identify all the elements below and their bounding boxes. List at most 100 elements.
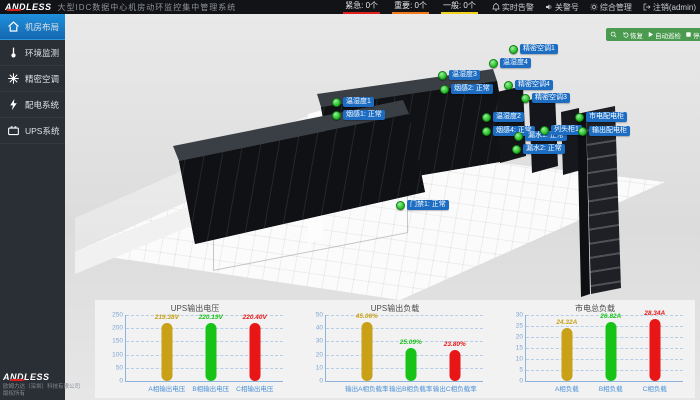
zoom-search-button[interactable] (610, 31, 618, 38)
bar-A相负载[interactable] (561, 327, 573, 381)
device-marker[interactable]: 温湿度1 (332, 97, 374, 107)
status-dot-icon (440, 84, 449, 94)
device-marker[interactable]: 漏水1: 正常 (514, 131, 567, 141)
gridline (126, 315, 283, 316)
device-marker[interactable]: 温湿度2 (482, 112, 524, 122)
charts-row: UPS输出电压 0 50 100 150 200 250 219.38V A相输出电压 220.1… (65, 300, 700, 400)
mute-alarm-button[interactable]: 关警号 (545, 2, 579, 13)
x-axis-label: C相输出电压 (236, 386, 274, 393)
y-tick-label: 50 (315, 311, 323, 319)
bar-B相输出电压[interactable] (205, 322, 217, 381)
sidebar-item-environment[interactable]: 环境监测 (0, 40, 65, 66)
device-marker[interactable]: 门禁1: 正常 (396, 200, 449, 210)
footer-logo: ANDLESS (3, 372, 50, 382)
device-marker-label: 温湿度2 (493, 112, 524, 122)
gridline (126, 328, 283, 330)
gridline (326, 354, 483, 356)
chart-title: UPS输出负载 (370, 304, 420, 313)
x-axis-label: B相输出电压 (192, 386, 230, 393)
x-axis-label: 输出A相负载率 (345, 386, 389, 393)
realtime-alarm-button[interactable]: 实时告警 (492, 2, 534, 13)
auto-patrol-button[interactable]: 自动巡检 (647, 30, 681, 40)
reset-view-button[interactable]: 恢复 (622, 30, 643, 40)
bar-输出B相负载率[interactable] (405, 347, 417, 381)
chart-title: 市电总负载 (575, 304, 615, 313)
alarm-badge-minor[interactable]: 一般: 0个 (440, 0, 478, 14)
device-marker[interactable]: 精密空调3 (521, 93, 570, 103)
play-icon (648, 31, 654, 38)
ups-cabinet-side (577, 112, 590, 297)
device-marker[interactable]: 精密空调1 (509, 44, 558, 54)
footer-copyright: 版权所有 (3, 391, 26, 397)
status-dot-icon (482, 112, 491, 122)
device-marker[interactable]: 温湿度3 (438, 70, 480, 80)
bar-输出C相负载率[interactable] (449, 349, 461, 381)
bar-C相负载[interactable] (649, 318, 661, 381)
gridline (326, 367, 483, 369)
status-dot-icon (578, 126, 587, 136)
sidebar-item-room-layout[interactable]: 机房布局 (0, 14, 65, 40)
room-3d-view[interactable]: 恢复 自动巡检 停止巡检 温湿度1 烟感1: 正常 温湿度3 烟感2: 正常 温湿度4 温… (65, 14, 700, 300)
gridline (526, 337, 683, 338)
device-marker-label: 精密空调1 (520, 44, 558, 54)
bar-输出A相负载率[interactable] (361, 321, 373, 381)
device-marker-label: 列头柜1 (551, 125, 582, 135)
gridline (526, 315, 683, 316)
status-dot-icon (509, 44, 518, 54)
device-marker-label: 精密空调3 (532, 93, 570, 103)
device-marker-label: 输出配电柜 (589, 126, 630, 136)
y-tick-label: 50 (115, 364, 123, 372)
device-marker[interactable]: 烟感4: 正常 (482, 126, 535, 136)
bar-value-label: 220.40V (242, 313, 267, 321)
sidebar-item-power[interactable]: 配电系统 (0, 92, 65, 118)
gridline (526, 359, 683, 360)
device-marker[interactable]: 输出配电柜 (578, 126, 630, 136)
gridline (526, 370, 683, 371)
y-tick-label: 10 (515, 355, 523, 363)
logo-red-accent (9, 379, 25, 381)
y-tick-label: 100 (112, 351, 123, 359)
y-tick-label: 25 (515, 322, 523, 330)
alarm-badge-major[interactable]: 重要: 0个 (392, 0, 429, 14)
y-tick-label: 10 (315, 364, 323, 372)
status-dot-icon (396, 200, 405, 210)
main-area: 恢复 自动巡检 停止巡检 温湿度1 烟感1: 正常 温湿度3 烟感2: 正常 温湿度4 温… (65, 14, 700, 400)
gear-icon (590, 3, 598, 11)
device-marker[interactable]: 市电配电柜 (575, 112, 627, 122)
device-marker[interactable]: 列头柜1 (540, 125, 582, 135)
sidebar-item-hvac[interactable]: 精密空调 (0, 66, 65, 92)
chart-panel-1: UPS输出负载 0 10 20 30 40 50 45.06% 输出A相负载率 25.09% 输出B… (295, 300, 495, 398)
status-dot-icon (438, 70, 447, 80)
alarm-badge-critical[interactable]: 紧急: 0个 (343, 0, 381, 14)
logo-red-accent (6, 9, 22, 11)
status-dot-icon (332, 97, 341, 107)
sidebar-item-ups[interactable]: UPS系统 (0, 118, 65, 144)
admin-button[interactable]: 综合管理 (590, 2, 632, 13)
device-marker[interactable]: 烟感1: 正常 (332, 110, 385, 120)
stop-patrol-button[interactable]: 停止巡检 (685, 30, 700, 40)
bar-value-label: 45.06% (355, 312, 378, 320)
bar-B相负载[interactable] (605, 322, 617, 381)
bell-icon (492, 3, 500, 11)
y-tick-label: 15 (515, 344, 523, 352)
device-marker[interactable]: 精密空调4 (504, 80, 553, 90)
gridline (326, 341, 483, 343)
logout-button[interactable]: 注销(admin) (643, 2, 696, 13)
bar-value-label: 26.82A (600, 313, 622, 320)
bar-C相输出电压[interactable] (249, 322, 261, 381)
logout-icon (643, 3, 651, 11)
y-tick-label: 40 (315, 324, 323, 332)
device-marker[interactable]: 漏水2: 正常 (512, 144, 565, 154)
bar-A相输出电压[interactable] (161, 323, 173, 381)
status-dot-icon (482, 126, 491, 136)
device-marker[interactable]: 温湿度4 (489, 58, 531, 68)
header-buttons: 实时告警 关警号 综合管理 注销(admin) (492, 2, 696, 13)
y-tick-label: 250 (112, 311, 123, 319)
chart-panel-2: 市电总负载 0 5 10 15 20 25 30 24.32A A相负载 26.82A B相负载 28.… (495, 300, 695, 398)
y-tick-label: 5 (519, 366, 523, 374)
device-marker-label: 烟感2: 正常 (451, 84, 493, 94)
bar-value-label: 25.09% (399, 338, 422, 346)
status-dot-icon (540, 125, 549, 135)
status-dot-icon (504, 80, 513, 90)
device-marker[interactable]: 烟感2: 正常 (440, 84, 493, 94)
